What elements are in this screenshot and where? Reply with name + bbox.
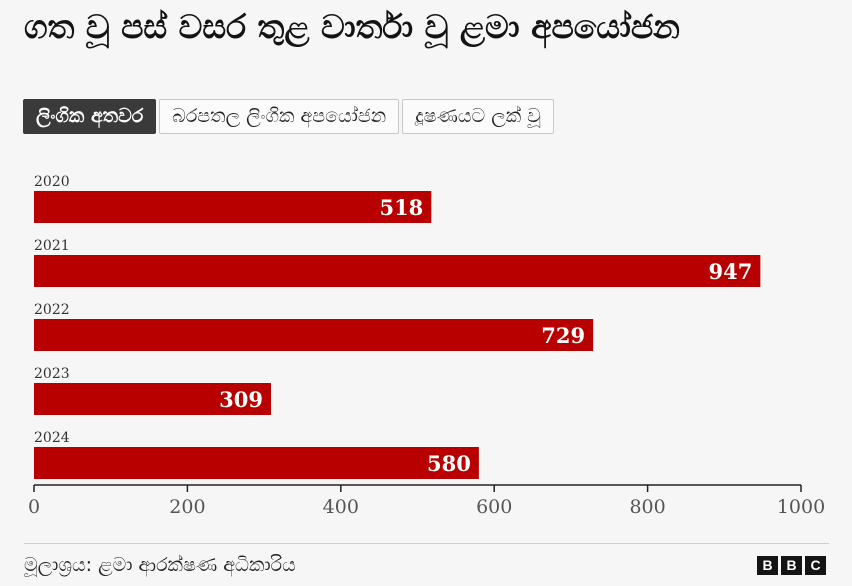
- bar: [34, 319, 594, 351]
- x-tick-label: 200: [169, 496, 205, 518]
- x-tick-label: 1000: [777, 496, 825, 518]
- bar: [34, 447, 479, 479]
- bbc-logo: B B C: [757, 556, 826, 575]
- x-tick-label: 600: [476, 496, 512, 518]
- bbc-logo-letter: B: [757, 556, 778, 575]
- x-tick-label: 0: [28, 496, 40, 518]
- tab-rape[interactable]: දූෂණයට ලක් වූ: [402, 99, 554, 134]
- bar-chart: 2020 518 2021 947 2022 729 2023 309 2024 580 0 200 4…: [28, 174, 825, 518]
- bbc-logo-letter: C: [805, 556, 826, 575]
- tab-bar: ලිංගික අතවර බරපතල ලිංගික අපයෝජන දූෂණයට ල…: [23, 99, 554, 134]
- x-tick-label: 400: [323, 496, 359, 518]
- x-tick-label: 800: [629, 496, 665, 518]
- tab-grave-sexual-abuse[interactable]: බරපතල ලිංගික අපයෝජන: [159, 99, 400, 134]
- bar: [34, 383, 272, 415]
- footer-divider: [24, 543, 829, 544]
- chart-title: ගත වූ පස් වසර තුළ වාර්තා වූ ළමා අපයෝජන: [24, 7, 680, 46]
- data-label: 309: [219, 387, 263, 412]
- bbc-logo-letter: B: [781, 556, 802, 575]
- category-label: 2022: [34, 302, 70, 318]
- bar: [34, 191, 432, 223]
- data-label: 518: [379, 195, 423, 220]
- data-label: 947: [709, 259, 753, 284]
- category-label: 2021: [34, 238, 70, 254]
- category-label: 2023: [34, 366, 70, 382]
- category-label: 2024: [34, 430, 70, 446]
- source-note: මූලාශ්‍රය: ළමා ආරක්ෂණ අධිකාරිය: [24, 554, 296, 576]
- tab-sexual-harassment[interactable]: ලිංගික අතවර: [23, 99, 157, 134]
- bar: [34, 255, 761, 287]
- data-label: 729: [541, 323, 585, 348]
- data-label: 580: [427, 451, 471, 476]
- category-label: 2020: [34, 174, 70, 190]
